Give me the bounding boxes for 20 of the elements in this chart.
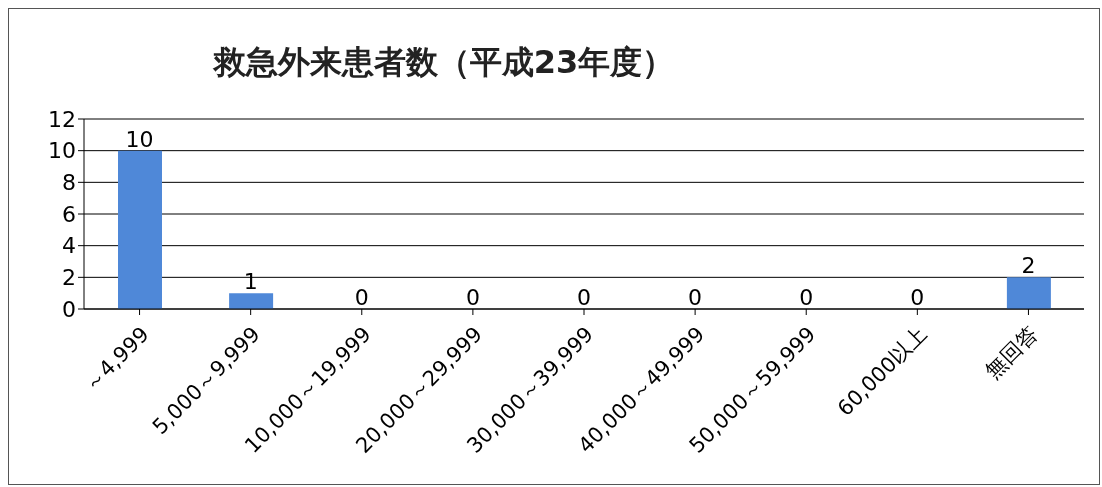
bar [229,293,274,309]
y-tick-label: 6 [62,201,76,227]
data-label: 0 [688,285,703,310]
bar [118,150,162,309]
y-tick-label: 12 [48,106,76,132]
data-label: 2 [1021,253,1036,279]
x-tick-label: 無回答 [981,322,1043,384]
data-label: 0 [799,285,814,310]
data-label: 10 [125,126,154,152]
data-label: 0 [465,285,480,310]
y-tick-label: 8 [62,170,76,196]
data-label: 0 [354,285,369,310]
y-tick-label: 10 [48,138,76,164]
data-label: 0 [910,285,925,310]
bar [1006,277,1051,309]
y-tick-label: 0 [62,296,76,322]
y-tick-label: 4 [62,233,76,259]
y-tick-label: 2 [62,265,76,291]
data-label: 0 [577,285,591,310]
chart-title: 救急外来患者数（平成23年度） [212,42,676,83]
